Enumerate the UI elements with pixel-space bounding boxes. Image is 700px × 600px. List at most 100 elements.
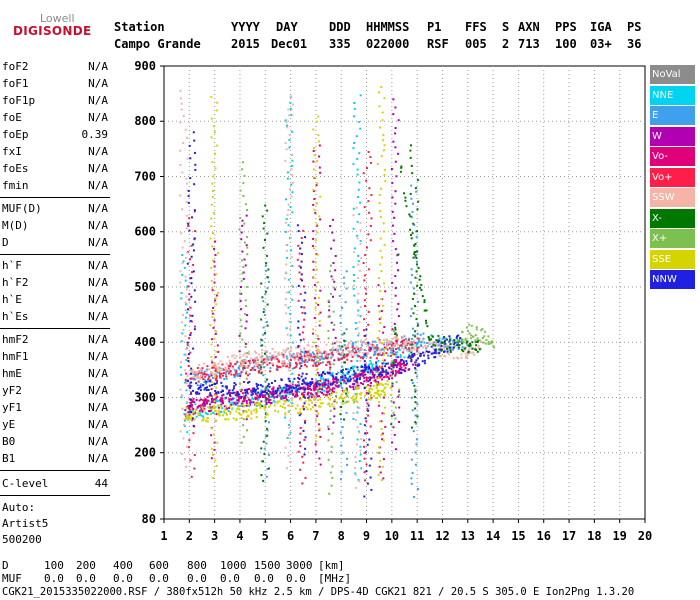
data-point	[285, 385, 288, 388]
data-point	[256, 387, 259, 390]
data-point	[471, 341, 474, 344]
data-point	[386, 348, 389, 351]
data-point	[363, 318, 366, 321]
data-point	[423, 341, 426, 344]
data-point	[414, 401, 417, 404]
data-point	[354, 397, 357, 400]
data-point	[267, 393, 270, 396]
data-point	[396, 334, 398, 337]
data-point	[269, 404, 272, 407]
data-point	[261, 215, 264, 218]
data-point	[412, 342, 415, 345]
data-point	[247, 404, 250, 407]
data-point	[394, 127, 397, 129]
data-point	[330, 450, 333, 453]
param-label: foF1	[2, 77, 29, 90]
data-point	[273, 396, 276, 399]
data-point	[323, 389, 326, 392]
data-point	[457, 334, 460, 337]
data-point	[295, 362, 298, 365]
data-point	[478, 339, 481, 342]
data-point	[316, 395, 319, 398]
data-point	[415, 342, 418, 345]
data-point	[184, 381, 187, 384]
data-point	[255, 362, 257, 365]
data-point	[181, 394, 183, 397]
data-point	[269, 352, 272, 355]
data-point	[246, 209, 249, 211]
data-point	[428, 338, 431, 341]
data-point	[276, 387, 279, 390]
data-point	[284, 413, 287, 416]
data-point	[319, 386, 322, 389]
data-point	[391, 385, 394, 388]
data-point	[376, 397, 378, 400]
data-point	[359, 371, 362, 373]
series-vo-	[185, 144, 407, 480]
data-point	[304, 312, 307, 315]
data-point	[322, 361, 324, 364]
data-point	[377, 371, 380, 374]
data-point	[291, 405, 294, 407]
data-point	[368, 187, 371, 190]
data-point	[329, 388, 332, 391]
data-point	[356, 411, 359, 414]
data-point	[228, 398, 231, 401]
data-point	[411, 353, 414, 356]
data-point	[333, 342, 336, 345]
data-point	[215, 397, 218, 400]
data-point	[291, 159, 294, 162]
data-point	[358, 460, 361, 462]
data-point	[295, 365, 298, 368]
data-point	[189, 408, 192, 411]
param-value: N/A	[88, 162, 108, 175]
data-point	[302, 285, 305, 288]
data-point	[350, 350, 353, 353]
data-point	[348, 341, 351, 344]
data-point	[333, 387, 336, 390]
data-point	[315, 353, 318, 356]
data-point	[360, 348, 363, 351]
data-point	[314, 307, 317, 310]
data-point	[261, 385, 264, 388]
data-point	[393, 359, 396, 362]
data-point	[337, 371, 339, 374]
data-point	[410, 268, 413, 271]
data-point	[229, 362, 232, 365]
data-point	[316, 348, 319, 351]
data-point	[356, 234, 359, 237]
data-point	[461, 339, 464, 342]
data-point	[211, 398, 214, 400]
data-point	[305, 406, 308, 409]
data-point	[208, 410, 211, 412]
data-point	[241, 259, 243, 262]
data-point	[210, 447, 213, 450]
data-point	[210, 280, 213, 282]
data-point	[190, 320, 193, 323]
data-point	[425, 309, 428, 312]
data-point	[304, 447, 307, 450]
data-point	[294, 384, 297, 387]
data-point	[354, 374, 357, 377]
data-point	[299, 398, 302, 401]
data-point	[189, 384, 192, 387]
data-point	[264, 397, 267, 399]
data-point	[288, 291, 291, 294]
data-point	[332, 239, 335, 242]
data-point	[289, 349, 292, 352]
data-point	[302, 325, 305, 328]
data-point	[217, 413, 220, 416]
data-point	[360, 344, 363, 347]
data-point	[242, 266, 245, 268]
data-point	[332, 421, 335, 424]
data-point	[448, 346, 451, 349]
data-point	[358, 355, 361, 358]
data-point	[275, 392, 278, 394]
data-point	[265, 262, 268, 265]
data-point	[456, 344, 459, 346]
data-point	[378, 194, 381, 196]
data-point	[415, 375, 418, 378]
data-point	[189, 414, 192, 417]
data-point	[301, 379, 304, 382]
data-point	[412, 312, 415, 315]
